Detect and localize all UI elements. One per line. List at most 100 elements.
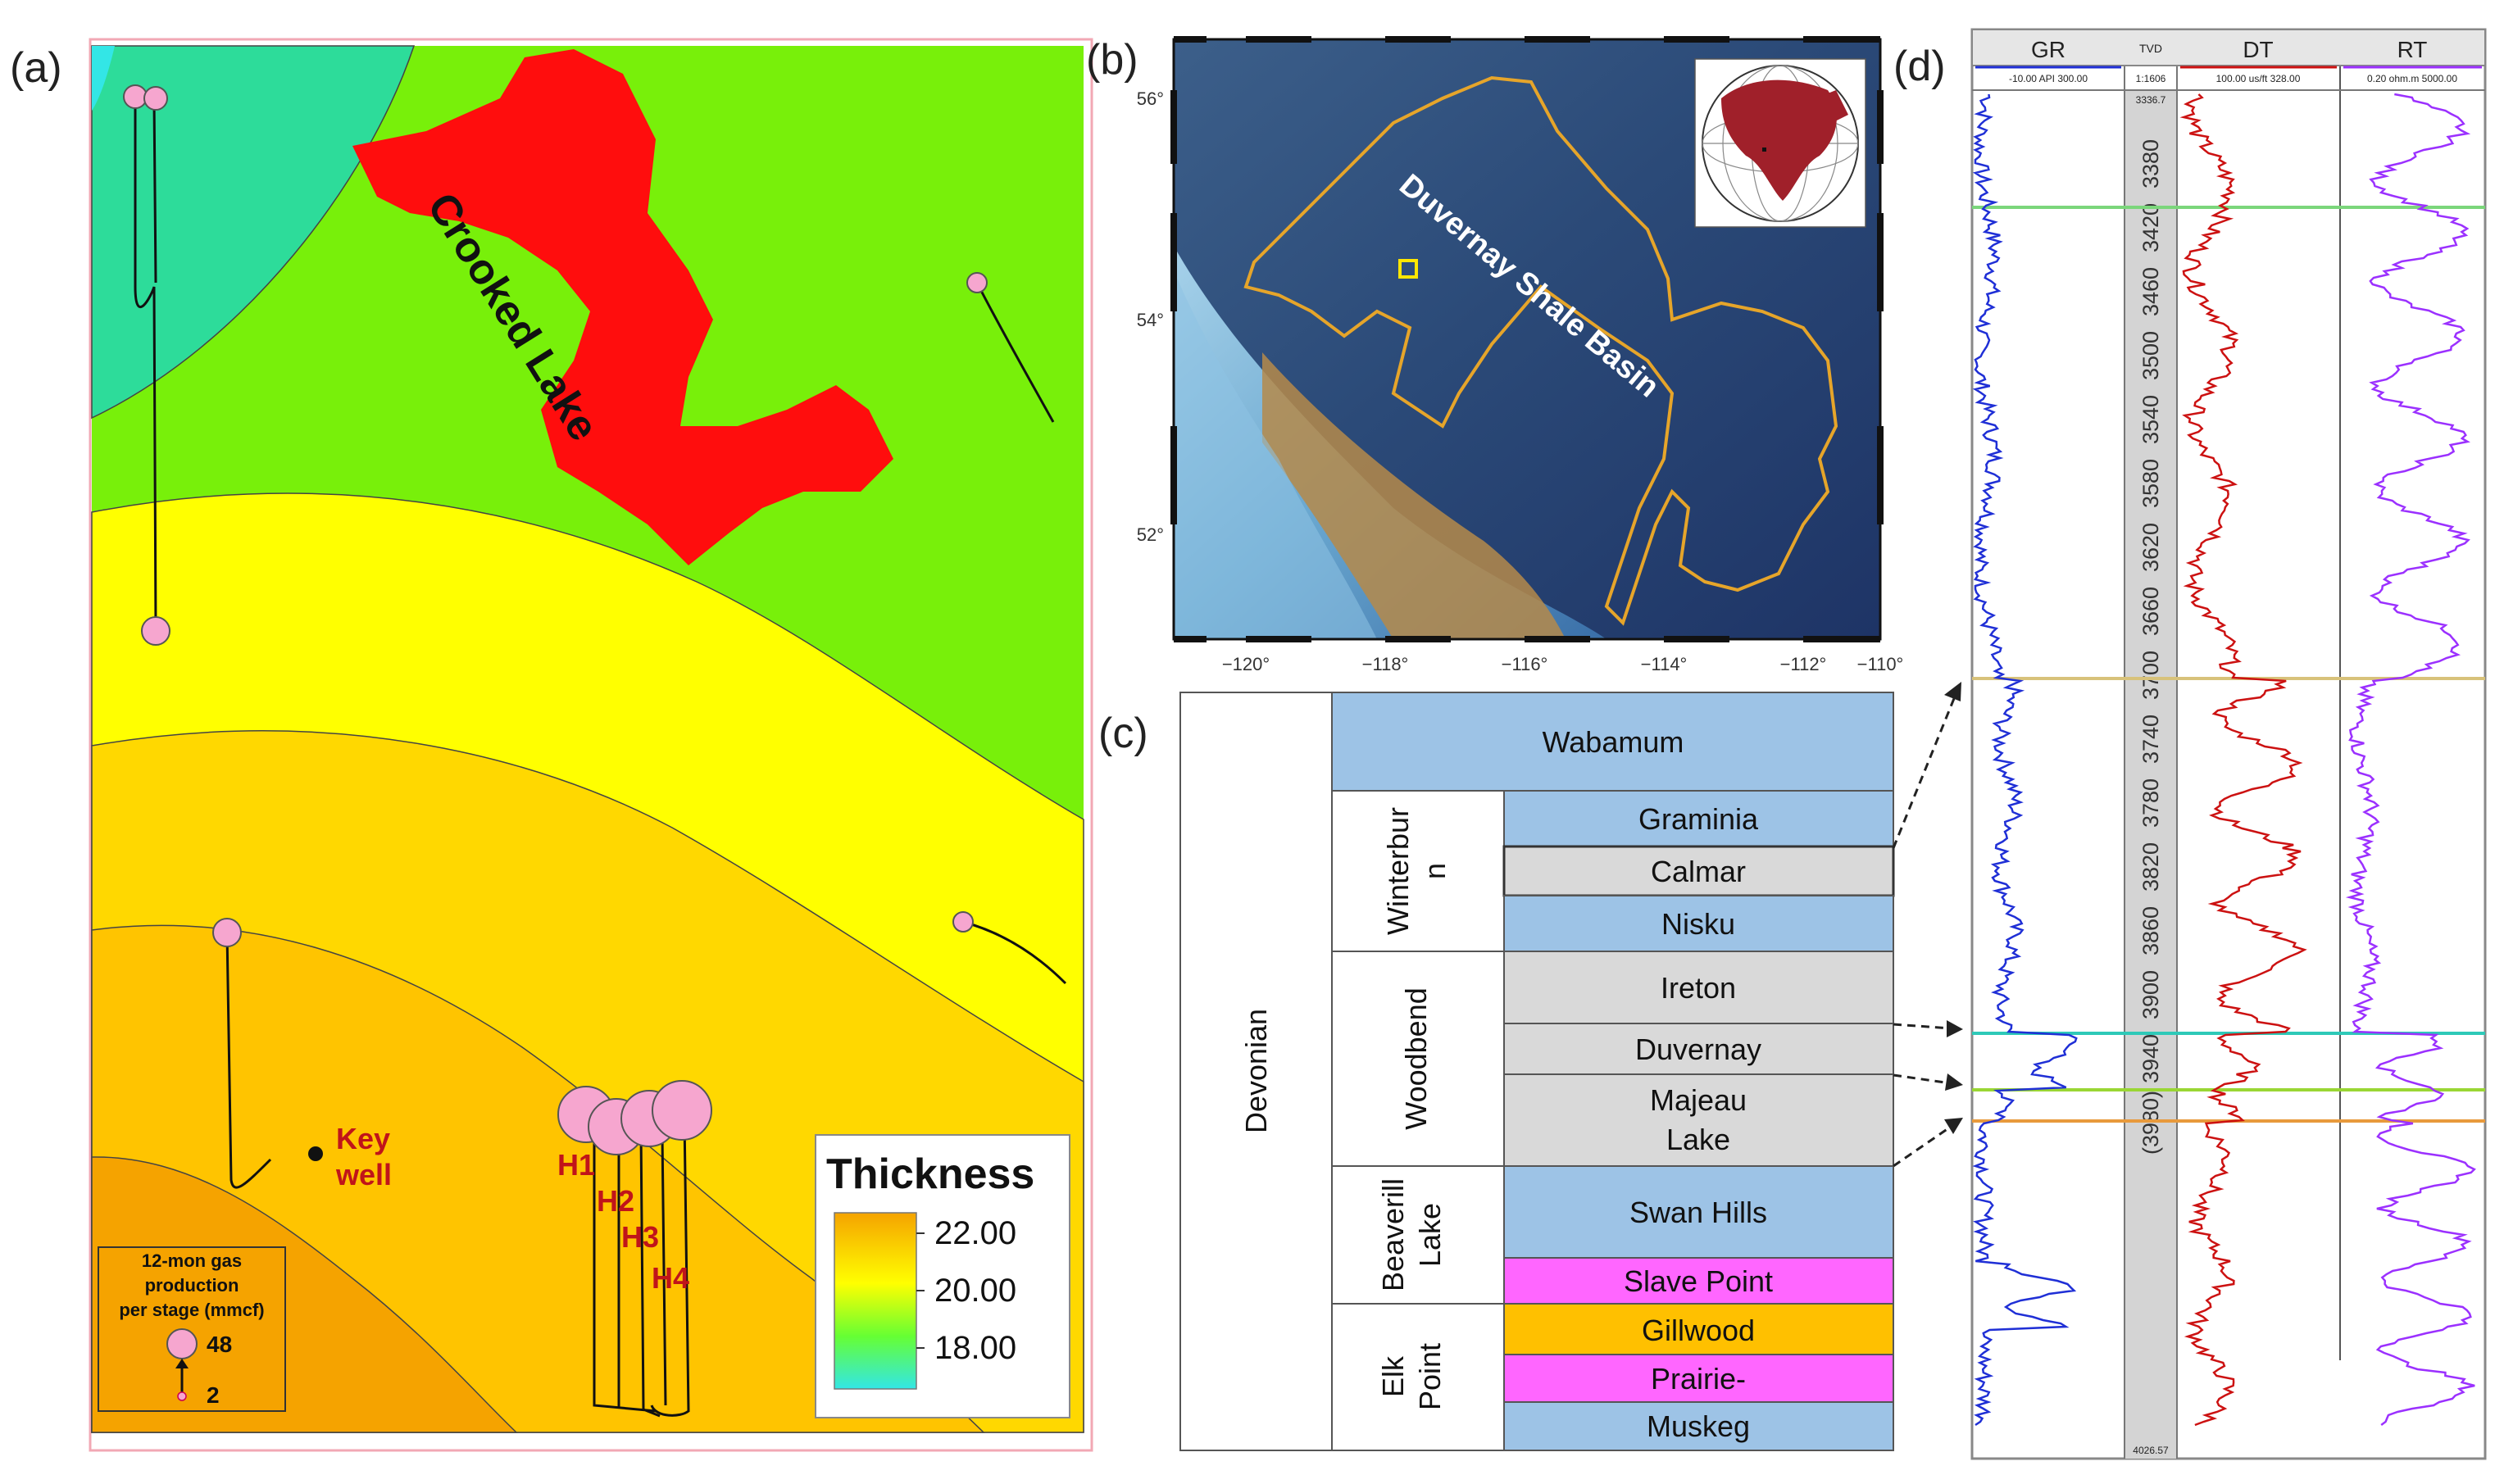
strat-ireton-label: Ireton <box>1661 971 1736 1005</box>
bubble-h4 <box>652 1080 712 1141</box>
zone-dark-orange <box>91 1156 518 1433</box>
correlation-arrows <box>1892 696 1956 1168</box>
key-well-label-1: Key <box>336 1122 390 1155</box>
track-tvd-title: TVD <box>2139 42 2162 55</box>
strat-beaverhill-label-2: Lake <box>1413 1203 1447 1267</box>
strat-majeau-label-2: Lake <box>1666 1123 1730 1156</box>
well-path-3 <box>225 932 272 1189</box>
legend-tick-22: 22.00 <box>934 1215 1016 1251</box>
strat-slave-point-label: Slave Point <box>1624 1264 1773 1298</box>
lat-tick-52: 52° <box>1137 524 1164 545</box>
track-rt-title: RT <box>2397 37 2428 62</box>
panel-label-d: (d) <box>1893 43 1946 90</box>
depth-label: 3420 <box>2138 203 2163 252</box>
mountains-west <box>1174 270 1377 639</box>
dt-curve <box>2179 93 2307 1427</box>
study-area-box <box>1398 259 1418 279</box>
panel-b: (b) Duvernay Shale Basin 56° 54° <box>1086 36 1903 674</box>
lon-tick-114: −114° <box>1641 654 1688 674</box>
strat-muskeg-label: Muskeg <box>1647 1409 1750 1443</box>
well-path-2 <box>975 282 1055 423</box>
strat-swan-hills <box>1503 1165 1894 1259</box>
strat-majeau-lake <box>1503 1073 1894 1167</box>
track-dt-scale: 100.00 us/ft 328.00 <box>2216 73 2301 84</box>
production-bubbles <box>123 84 988 1155</box>
strat-elk-point-label-1: Elk <box>1376 1355 1410 1397</box>
panel-a: (a) Crooked Lake <box>10 38 1093 1452</box>
mountains-range <box>1262 352 1566 639</box>
well-label-h2: H2 <box>597 1184 634 1218</box>
depth-label: 3620 <box>2138 523 2163 572</box>
bubble-6 <box>952 911 974 933</box>
strat-beaverhill-label-1: Beaverill <box>1376 1178 1410 1291</box>
lon-tick-112: −112° <box>1780 654 1827 674</box>
tvd-bottom-depth: 4026.57 <box>2133 1445 2169 1456</box>
legend-tick-18: 18.00 <box>934 1330 1016 1366</box>
strat-wabamum-label: Wabamum <box>1543 725 1684 759</box>
bubble-5 <box>212 918 242 947</box>
strat-winterburn-label-1: Winterbur <box>1381 807 1415 935</box>
basin-outline <box>1243 75 1838 626</box>
well-path-1 <box>134 97 157 630</box>
legend-title: Thickness <box>826 1150 1034 1198</box>
prod-legend-line3: per stage (mmcf) <box>119 1300 264 1320</box>
strat-calmar-label: Calmar <box>1651 855 1746 888</box>
depth-label: 3460 <box>2138 267 2163 316</box>
track-rt-scale: 0.20 ohm.m 5000.00 <box>2367 73 2457 84</box>
rt-curve <box>2345 93 2476 1427</box>
track-dt-title: DT <box>2243 37 2273 62</box>
depth-label: 3860 <box>2138 906 2163 955</box>
map-a-frame <box>89 38 1093 1452</box>
prod-legend-line1: 12-mon gas <box>142 1250 242 1271</box>
lon-tick-110: −110° <box>1857 654 1904 674</box>
track-gr-scale: -10.00 API 300.00 <box>2009 73 2088 84</box>
depth-label: 3580 <box>2138 459 2163 508</box>
track-tvd-scale: 1:1606 <box>2136 73 2166 84</box>
bubble-1 <box>123 84 148 109</box>
depth-label: 3740 <box>2138 715 2163 764</box>
globe-inset <box>1694 58 1866 228</box>
panel-label-c: (c) <box>1098 710 1148 757</box>
strat-calmar <box>1502 845 1895 897</box>
map-b-frame-ticks <box>1170 36 1884 642</box>
zone-teal <box>91 45 416 420</box>
well-path-4 <box>962 920 1067 985</box>
well-log-frame <box>1970 28 2487 1460</box>
prod-legend-min: 2 <box>207 1382 220 1408</box>
bubble-4 <box>966 272 988 293</box>
strat-gillwood-label: Gillwood <box>1642 1314 1755 1347</box>
track-gr-title: GR <box>2031 37 2065 62</box>
strat-graminia-label: Graminia <box>1638 802 1759 836</box>
panel-label-a: (a) <box>10 44 62 92</box>
strat-devonian-label: Devonian <box>1239 1009 1273 1133</box>
depth-label: 3660 <box>2138 587 2163 636</box>
prod-legend-min-bubble <box>177 1391 187 1401</box>
lon-tick-118: −118° <box>1362 654 1409 674</box>
panel-d: (d) GR TVD DT RT -10.00 API 300.00 1:160… <box>1893 28 2487 1460</box>
depth-label: 3540 <box>2138 395 2163 444</box>
strat-muskeg <box>1503 1401 1894 1451</box>
strat-duvernay <box>1503 1023 1894 1075</box>
strat-graminia <box>1503 790 1894 847</box>
well-label-h3: H3 <box>621 1220 659 1254</box>
strat-elk-point-label-2: Point <box>1413 1343 1447 1410</box>
lon-tick-116: −116° <box>1502 654 1548 674</box>
prod-legend-max: 48 <box>207 1332 232 1357</box>
strat-nisku <box>1503 895 1894 952</box>
arrow-heads <box>1944 682 1963 1134</box>
depth-label: 3940 <box>2138 1034 2163 1083</box>
well-paths <box>134 97 1067 1418</box>
lat-tick-54: 54° <box>1137 310 1164 330</box>
depth-label: 3780 <box>2138 778 2163 828</box>
production-legend: 12-mon gas production per stage (mmcf) 4… <box>98 1246 286 1412</box>
strat-slave-point <box>1503 1257 1894 1305</box>
strat-wabamum <box>1331 692 1894 792</box>
gr-curve <box>1972 93 2078 1427</box>
prod-legend-max-bubble <box>166 1328 198 1359</box>
strat-winterburn-label-2: n <box>1418 863 1452 879</box>
tvd-top-depth: 3336.7 <box>2136 94 2166 106</box>
strat-gillwood <box>1503 1303 1894 1355</box>
prod-legend-line2: production <box>145 1275 239 1296</box>
strat-prairie-label: Prairie- <box>1651 1362 1746 1396</box>
